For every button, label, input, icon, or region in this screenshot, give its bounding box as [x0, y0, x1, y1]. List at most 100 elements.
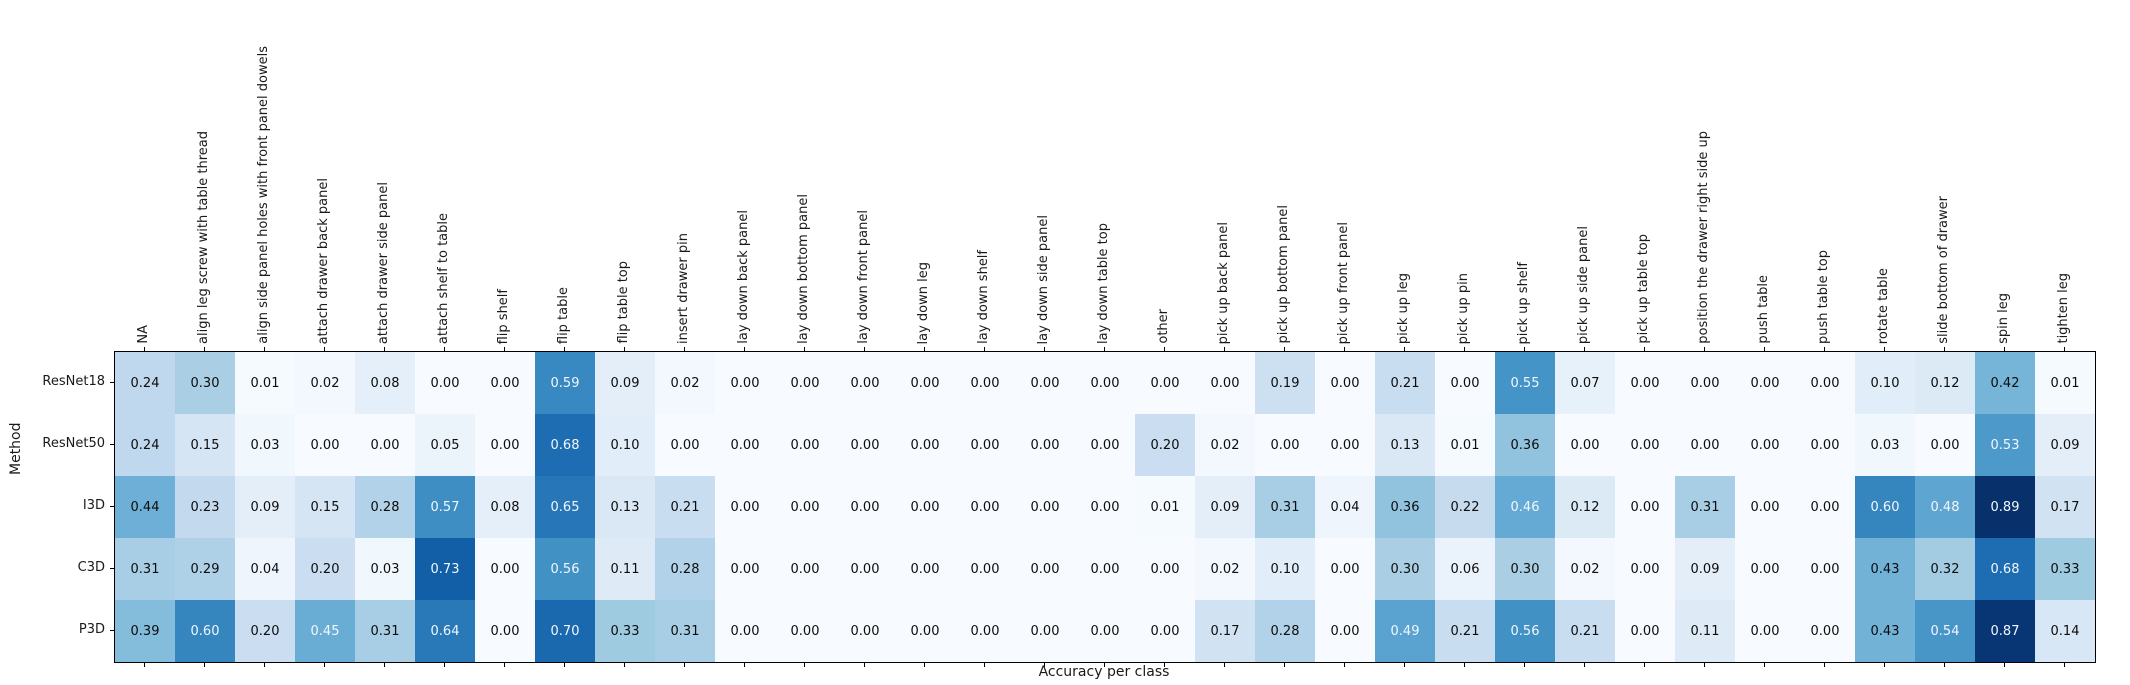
- heatmap-cell: 0.00: [475, 600, 535, 662]
- heatmap-cell: 0.00: [1015, 352, 1075, 414]
- heatmap-cell: 0.21: [655, 476, 715, 538]
- heatmap-cell: 0.00: [895, 538, 955, 600]
- heatmap-cell: 0.28: [1255, 600, 1315, 662]
- axis-tick: [324, 347, 325, 351]
- axis-tick: [1284, 347, 1285, 351]
- x-axis-label: Accuracy per class: [1038, 664, 1170, 680]
- axis-tick: [984, 347, 985, 351]
- heatmap-cell: 0.00: [835, 600, 895, 662]
- heatmap-cell: 0.30: [175, 352, 235, 414]
- heatmap-cell: 0.24: [115, 414, 175, 476]
- heatmap-cell: 0.00: [775, 538, 835, 600]
- heatmap-cell: 0.00: [715, 538, 775, 600]
- heatmap-cell: 0.53: [1975, 414, 2035, 476]
- heatmap-cell: 0.00: [955, 476, 1015, 538]
- axis-tick: [1644, 663, 1645, 667]
- heatmap-cell: 0.14: [2035, 600, 2095, 662]
- heatmap-cell: 0.31: [115, 538, 175, 600]
- heatmap-cell: 0.24: [115, 352, 175, 414]
- x-tick-label: pick up leg: [1396, 272, 1411, 344]
- axis-tick: [110, 506, 114, 507]
- x-tick-label: lay down bottom panel: [796, 194, 811, 344]
- heatmap-cell: 0.49: [1375, 600, 1435, 662]
- heatmap-cell: 0.13: [595, 476, 655, 538]
- heatmap-grid: 0.24 0.30 0.01 0.02 0.08 0.00 0.00 0.59 0.09 0.02…: [114, 351, 2096, 663]
- heatmap-cell: 0.09: [235, 476, 295, 538]
- heatmap-cell: 0.07: [1555, 352, 1615, 414]
- heatmap-cell: 0.00: [355, 414, 415, 476]
- axis-tick: [684, 663, 685, 667]
- heatmap-cell: 0.00: [835, 414, 895, 476]
- axis-tick: [204, 663, 205, 667]
- axis-tick: [1404, 663, 1405, 667]
- heatmap-cell: 0.00: [835, 538, 895, 600]
- heatmap-cell: 0.43: [1855, 538, 1915, 600]
- axis-tick: [804, 663, 805, 667]
- heatmap-cell: 0.02: [1555, 538, 1615, 600]
- axis-tick: [444, 663, 445, 667]
- heatmap-cell: 0.06: [1435, 538, 1495, 600]
- heatmap-cell: 0.46: [1495, 476, 1555, 538]
- heatmap-cell: 0.00: [1615, 352, 1675, 414]
- heatmap-cell: 0.10: [1855, 352, 1915, 414]
- x-tick-label: flip table top: [616, 261, 631, 344]
- heatmap-cell: 0.01: [235, 352, 295, 414]
- axis-tick: [110, 444, 114, 445]
- heatmap-cell: 0.68: [535, 414, 595, 476]
- heatmap-cell: 0.64: [415, 600, 475, 662]
- heatmap-cell: 0.00: [955, 352, 1015, 414]
- x-tick-label: pick up front panel: [1336, 221, 1351, 344]
- heatmap-cell: 0.00: [1015, 600, 1075, 662]
- heatmap-cell: 0.02: [295, 352, 355, 414]
- heatmap-cell: 0.00: [715, 476, 775, 538]
- heatmap-cell: 0.00: [1075, 476, 1135, 538]
- heatmap-cell: 0.00: [1015, 538, 1075, 600]
- axis-tick: [1464, 347, 1465, 351]
- x-tick-label: lay down table top: [1096, 223, 1111, 344]
- heatmap-cell: 0.70: [535, 600, 595, 662]
- heatmap-cell: 0.12: [1555, 476, 1615, 538]
- heatmap-cell: 0.00: [295, 414, 355, 476]
- x-tick-label: lay down leg: [916, 261, 931, 344]
- heatmap-cell: 0.00: [1015, 414, 1075, 476]
- x-tick-label: pick up bottom panel: [1276, 205, 1291, 344]
- heatmap-cell: 0.08: [355, 352, 415, 414]
- axis-tick: [744, 663, 745, 667]
- heatmap-cell: 0.42: [1975, 352, 2035, 414]
- axis-tick: [1764, 663, 1765, 667]
- axis-tick: [2004, 347, 2005, 351]
- x-tick-label: pick up table top: [1636, 234, 1651, 344]
- heatmap-cell: 0.00: [1615, 414, 1675, 476]
- axis-tick: [624, 347, 625, 351]
- axis-tick: [204, 347, 205, 351]
- heatmap-cell: 0.00: [1735, 538, 1795, 600]
- heatmap-cell: 0.00: [1255, 414, 1315, 476]
- heatmap-cell: 0.48: [1915, 476, 1975, 538]
- axis-tick: [2064, 663, 2065, 667]
- heatmap-cell: 0.03: [355, 538, 415, 600]
- axis-tick: [144, 663, 145, 667]
- x-tick-label: slide bottom of drawer: [1936, 196, 1951, 344]
- heatmap-cell: 0.03: [1855, 414, 1915, 476]
- axis-tick: [864, 663, 865, 667]
- heatmap-cell: 0.73: [415, 538, 475, 600]
- x-tick-label: align leg screw with table thread: [196, 131, 211, 344]
- axis-tick: [1704, 347, 1705, 351]
- heatmap-cell: 0.20: [1135, 414, 1195, 476]
- heatmap-cell: 0.20: [295, 538, 355, 600]
- axis-tick: [1164, 663, 1165, 667]
- heatmap-cell: 0.00: [715, 352, 775, 414]
- heatmap-cell: 0.65: [535, 476, 595, 538]
- heatmap-cell: 0.01: [2035, 352, 2095, 414]
- heatmap-cell: 0.45: [295, 600, 355, 662]
- axis-tick: [2004, 663, 2005, 667]
- heatmap-cell: 0.00: [1615, 476, 1675, 538]
- x-tick-label: attach shelf to table: [436, 212, 451, 344]
- x-tick-label: insert drawer pin: [676, 233, 691, 344]
- axis-tick: [744, 347, 745, 351]
- heatmap-cell: 0.00: [775, 352, 835, 414]
- axis-tick: [624, 663, 625, 667]
- x-tick-label: other: [1156, 309, 1171, 344]
- y-tick-label: I3D: [82, 498, 105, 513]
- axis-tick: [1044, 663, 1045, 667]
